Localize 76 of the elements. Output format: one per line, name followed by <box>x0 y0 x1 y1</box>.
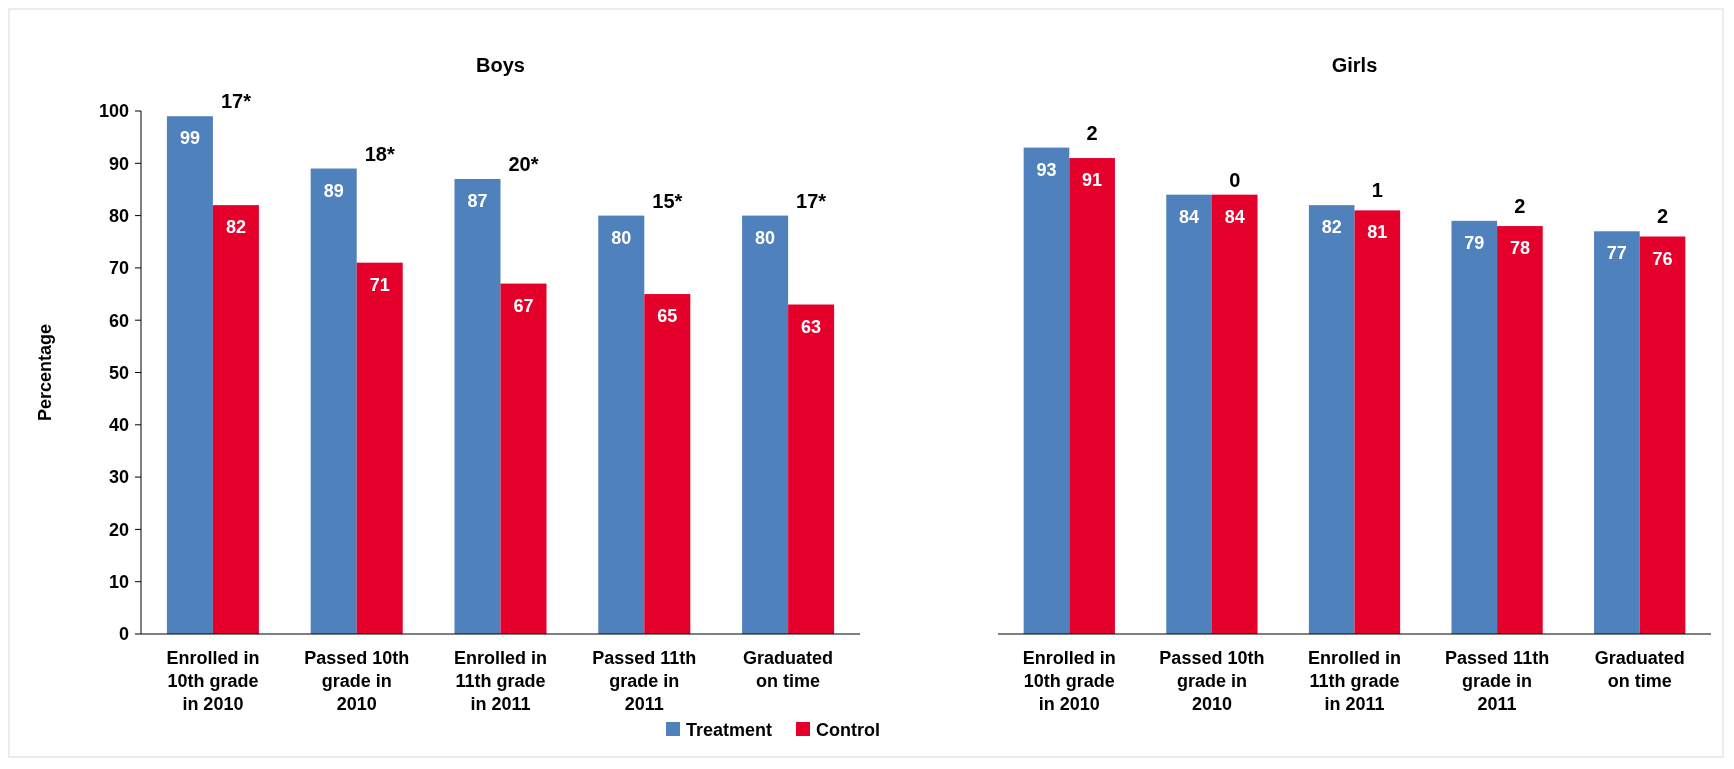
y-tick-label: 100 <box>98 101 129 122</box>
bar <box>310 168 357 634</box>
data-label: 79 <box>1464 232 1485 253</box>
bar <box>356 262 403 634</box>
annotation: 1 <box>1371 179 1383 202</box>
x-tick-label: Graduated on time <box>1594 648 1685 691</box>
bar <box>1451 220 1498 634</box>
annotation: 2 <box>1086 121 1098 144</box>
data-label: 84 <box>1179 206 1200 227</box>
legend-label: Control <box>816 720 880 741</box>
x-tick-label: Enrolled in 10th grade in 2010 <box>1022 648 1116 714</box>
annotation: 20* <box>508 152 539 175</box>
bar <box>454 178 501 634</box>
y-tick-label: 0 <box>118 624 129 645</box>
bar <box>1069 158 1115 634</box>
x-tick-label: Enrolled in 11th grade in 2011 <box>1307 648 1402 714</box>
bar <box>1308 205 1355 634</box>
data-label: 81 <box>1367 222 1388 243</box>
data-label: 84 <box>1224 206 1245 227</box>
bar <box>1639 236 1686 634</box>
legend-label: Treatment <box>686 720 773 741</box>
bar <box>644 294 691 634</box>
x-tick-label: Passed 11th grade in 2011 <box>1445 648 1550 714</box>
y-tick-label: 10 <box>108 572 129 592</box>
y-tick-label: 30 <box>108 467 129 488</box>
data-label: 80 <box>755 227 776 248</box>
data-label: 89 <box>323 180 344 201</box>
data-label: 65 <box>657 306 678 327</box>
bar <box>1594 231 1640 634</box>
bar <box>1023 147 1070 634</box>
data-label: 82 <box>1321 217 1342 238</box>
y-tick-label: 60 <box>108 310 129 331</box>
bar <box>500 283 547 634</box>
x-tick-label: Passed 11th grade in 2011 <box>592 648 697 714</box>
data-label: 91 <box>1082 170 1103 191</box>
bar <box>1166 194 1212 634</box>
annotation: 15* <box>652 189 683 212</box>
x-tick-label: Graduated on time <box>743 648 834 691</box>
data-label: 87 <box>467 190 488 211</box>
x-tick-label: Enrolled in 10th grade in 2010 <box>166 648 260 714</box>
y-tick-label: 80 <box>108 205 129 226</box>
annotation: 0 <box>1229 168 1241 191</box>
data-label: 76 <box>1652 248 1673 269</box>
chart-title: Boys <box>476 54 525 76</box>
data-label: 63 <box>801 316 822 337</box>
bar <box>1354 210 1401 634</box>
y-tick-label: 40 <box>108 415 129 436</box>
annotation: 17* <box>796 189 827 212</box>
data-label: 82 <box>225 217 246 238</box>
annotation: 2 <box>1514 194 1526 217</box>
bar <box>166 116 213 634</box>
y-tick-label: 90 <box>108 153 129 174</box>
bar <box>598 215 645 634</box>
y-tick-label: 20 <box>108 519 129 540</box>
x-tick-label: Enrolled in 11th grade in 2011 <box>453 648 548 714</box>
annotation: 18* <box>364 142 395 165</box>
data-label: 67 <box>513 295 534 316</box>
bar <box>788 304 835 634</box>
bar <box>212 205 259 634</box>
bar <box>1497 226 1543 634</box>
x-tick-label: Passed 10th grade in 2010 <box>304 648 410 714</box>
data-label: 77 <box>1606 243 1627 264</box>
annotation: 17* <box>220 90 252 113</box>
bar <box>742 215 789 634</box>
y-tick-label: 70 <box>108 258 129 279</box>
data-label: 71 <box>369 274 390 295</box>
data-label: 78 <box>1509 238 1530 259</box>
data-label: 93 <box>1036 159 1057 180</box>
y-tick-label: 50 <box>108 362 129 383</box>
x-tick-label: Passed 10th grade in 2010 <box>1159 648 1265 714</box>
data-label: 80 <box>611 227 632 248</box>
y-axis-title: Percentage <box>35 323 55 422</box>
chart-title: Girls <box>1331 54 1378 76</box>
bar <box>1211 194 1258 634</box>
data-label: 99 <box>179 128 200 149</box>
annotation: 2 <box>1656 205 1669 228</box>
